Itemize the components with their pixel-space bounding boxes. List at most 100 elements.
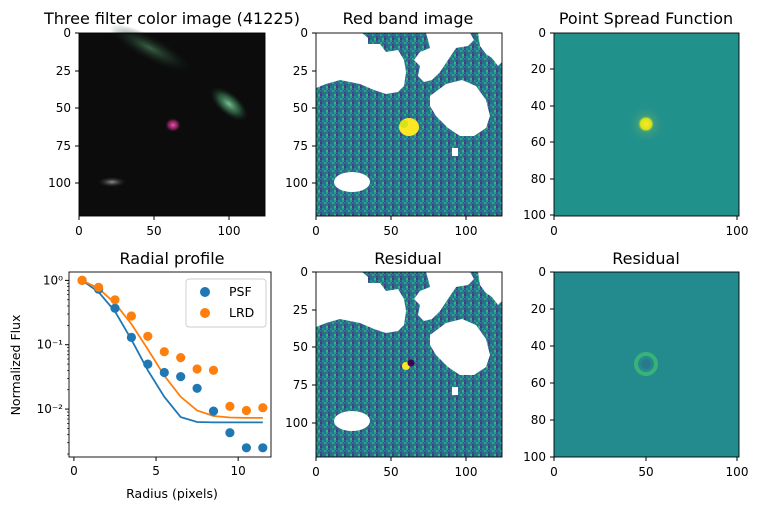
y-tick-label: 0 <box>538 26 546 40</box>
data-point-psf <box>159 367 169 378</box>
y-tick-label: 0 <box>538 265 546 279</box>
panel-title: Residual <box>374 249 442 268</box>
panel-psf: Point Spread Function 0 100 0 20 40 60 8… <box>523 9 748 238</box>
data-point-psf <box>258 443 268 453</box>
x-tick-label: 100 <box>726 224 749 238</box>
y-tick-label: 60 <box>531 135 546 149</box>
y-tick-label: 80 <box>531 413 546 427</box>
x-tick-label: 10 <box>231 464 246 478</box>
x-axis-label: Radius (pixels) <box>126 486 218 501</box>
data-point-psf <box>241 443 251 453</box>
y-tick-label: 100 <box>523 208 546 222</box>
y-tick-label: 60 <box>531 376 546 390</box>
grey-source <box>98 177 126 187</box>
panel-title: Point Spread Function <box>559 9 733 28</box>
panel-residual-image: Residual 0 50 100 0 25 50 75 100 <box>285 249 503 479</box>
y-tick-label: 25 <box>56 64 71 78</box>
legend-label: PSF <box>229 284 252 299</box>
y-axis-label: Normalized Flux <box>8 315 23 416</box>
y-axis-ticks: 0 20 40 60 80 100 <box>523 265 554 464</box>
panel-title: Residual <box>612 249 680 268</box>
residual-center <box>641 359 651 369</box>
x-axis-ticks: 0 100 <box>550 216 748 238</box>
x-tick-label: 50 <box>146 224 161 238</box>
residual-dark <box>407 359 415 367</box>
data-point-lrd <box>126 311 136 321</box>
y-tick-label: 50 <box>56 101 71 115</box>
data-point-lrd <box>208 365 219 375</box>
y-tick-label: 40 <box>531 99 546 113</box>
galaxy-faint <box>108 23 192 73</box>
data-point-psf <box>225 428 235 438</box>
y-tick-label: 20 <box>531 302 546 316</box>
x-tick-label: 5 <box>152 464 160 478</box>
y-tick-label: 10⁻¹ <box>37 338 64 352</box>
y-tick-label: 25 <box>293 64 308 78</box>
y-tick-label: 100 <box>48 176 71 190</box>
lrd-source <box>165 118 181 132</box>
y-tick-label: 50 <box>293 101 308 115</box>
x-axis-ticks: 0 50 100 <box>312 216 477 238</box>
y-tick-label: 0 <box>300 265 308 279</box>
y-tick-label: 75 <box>293 378 308 392</box>
legend: PSF LRD <box>185 278 267 328</box>
x-tick-label: 0 <box>550 465 558 479</box>
x-tick-label: 100 <box>218 224 241 238</box>
legend-label: LRD <box>229 305 254 320</box>
x-axis-ticks: 0 50 100 <box>550 457 748 479</box>
masked-regions <box>316 33 502 192</box>
panel-color-image: Three filter color image (41225) 0 50 10… <box>43 9 300 238</box>
data-point-lrd <box>192 364 202 374</box>
data-point-lrd <box>77 275 87 285</box>
masked-regions <box>316 272 502 431</box>
y-tick-label: 0 <box>300 26 308 40</box>
y-tick-label: 80 <box>531 172 546 186</box>
x-tick-label: 0 <box>550 224 558 238</box>
data-point-lrd <box>94 282 104 292</box>
panel-residual-psf: Residual 0 50 100 0 20 40 60 80 100 <box>523 249 748 479</box>
x-tick-label: 100 <box>455 465 478 479</box>
y-tick-label: 10⁰ <box>43 273 63 287</box>
data-point-psf <box>110 303 120 313</box>
y-tick-label: 50 <box>293 340 308 354</box>
y-tick-label: 100 <box>285 416 308 430</box>
source-core-inner <box>400 120 408 128</box>
galaxy-bright <box>210 86 248 122</box>
x-axis-ticks: 0 50 100 <box>75 216 240 238</box>
y-tick-label: 100 <box>523 450 546 464</box>
data-point-lrd <box>176 353 186 363</box>
panel-red-band: Red band image 0 50 100 0 25 50 75 100 <box>285 9 503 238</box>
y-axis-ticks: 0 25 50 75 100 <box>285 265 316 430</box>
x-tick-label: 0 <box>312 224 320 238</box>
y-tick-label: 75 <box>293 139 308 153</box>
legend-marker-psf <box>200 287 210 297</box>
x-tick-label: 100 <box>455 224 478 238</box>
panel-title: Red band image <box>343 9 474 28</box>
data-point-lrd <box>258 403 268 413</box>
panel-radial-profile: Radial profile 0 5 10 10⁰ 10⁻¹ 10⁻² Radius (p… <box>8 249 272 501</box>
legend-marker-lrd <box>200 308 210 318</box>
y-axis-ticks: 0 20 40 60 80 100 <box>523 26 554 222</box>
data-point-lrd <box>143 331 153 341</box>
data-point-psf <box>126 332 136 342</box>
data-point-lrd <box>225 401 235 411</box>
y-tick-label: 10⁻² <box>37 402 64 416</box>
y-tick-label: 40 <box>531 339 546 353</box>
x-tick-label: 0 <box>75 224 83 238</box>
data-point-lrd <box>110 295 120 305</box>
chart-title: Radial profile <box>119 249 224 268</box>
data-point-lrd <box>159 347 169 357</box>
x-axis-ticks: 0 50 100 <box>312 457 477 479</box>
y-axis-ticks: 0 25 50 75 100 <box>48 26 79 190</box>
x-tick-label: 50 <box>383 465 398 479</box>
x-tick-label: 0 <box>70 464 78 478</box>
y-tick-label: 20 <box>531 62 546 76</box>
x-tick-label: 50 <box>383 224 398 238</box>
y-tick-label: 100 <box>285 176 308 190</box>
data-point-psf <box>192 383 202 393</box>
x-tick-label: 0 <box>312 465 320 479</box>
y-tick-label: 75 <box>56 139 71 153</box>
y-tick-label: 0 <box>63 26 71 40</box>
data-point-psf <box>176 372 186 382</box>
chart-marks <box>77 275 268 453</box>
